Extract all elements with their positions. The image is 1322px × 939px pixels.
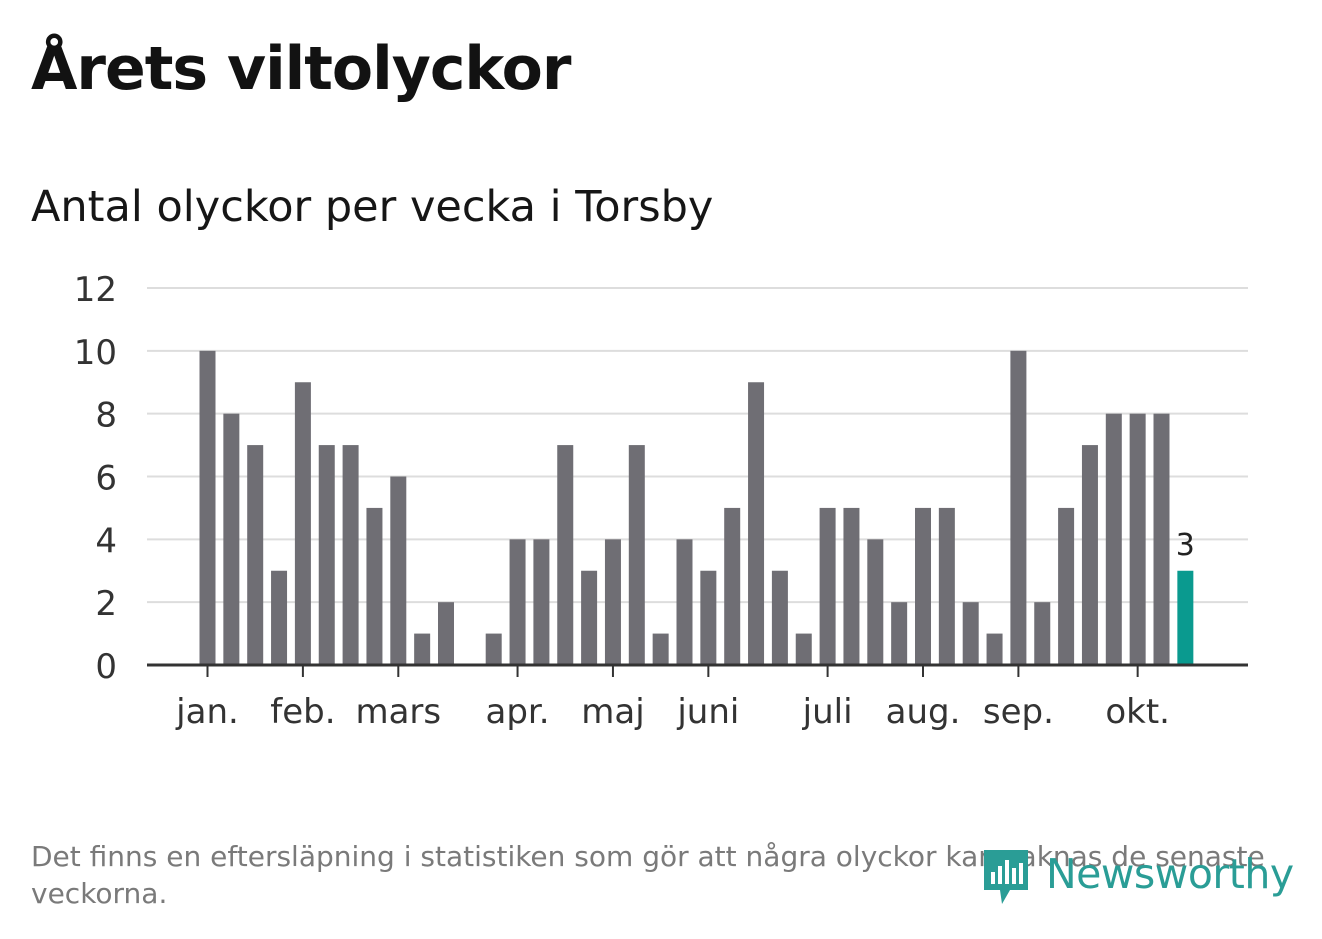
bar bbox=[485, 633, 502, 665]
x-tick-label: apr. bbox=[486, 692, 550, 732]
bar bbox=[1153, 413, 1170, 665]
bar bbox=[438, 602, 454, 665]
bar bbox=[628, 445, 645, 665]
bar bbox=[819, 507, 836, 665]
x-tick-label: aug. bbox=[886, 692, 961, 732]
bar bbox=[1081, 445, 1098, 665]
bar bbox=[1105, 413, 1122, 665]
bar bbox=[748, 382, 765, 665]
bar bbox=[294, 382, 311, 665]
x-tick-label: feb. bbox=[270, 692, 335, 732]
bar bbox=[199, 350, 216, 665]
newsworthy-logo-text: Newsworthy bbox=[1046, 850, 1294, 898]
bar bbox=[771, 570, 788, 665]
bar bbox=[414, 633, 431, 665]
bar bbox=[1129, 413, 1146, 665]
bar bbox=[652, 633, 669, 665]
bar bbox=[891, 602, 908, 665]
x-tick-label: juli bbox=[802, 692, 853, 732]
bar bbox=[1058, 507, 1075, 665]
bar bbox=[342, 445, 359, 665]
bar bbox=[223, 413, 240, 665]
chart-title: Årets viltolyckor bbox=[31, 34, 571, 104]
x-tick-label: juni bbox=[676, 692, 739, 732]
bar bbox=[247, 445, 264, 665]
highlight-bar bbox=[1177, 570, 1194, 665]
y-tick-label: 12 bbox=[74, 270, 117, 310]
bar bbox=[1010, 350, 1027, 665]
bar bbox=[843, 507, 860, 665]
bar bbox=[867, 539, 884, 665]
x-tick-label: mars bbox=[355, 692, 441, 732]
newsworthy-logo: Newsworthy bbox=[980, 846, 1300, 912]
data-label: 3 bbox=[1176, 528, 1195, 563]
x-tick-label: sep. bbox=[983, 692, 1054, 732]
bar bbox=[724, 507, 741, 665]
bar bbox=[676, 539, 693, 665]
bar bbox=[318, 445, 335, 665]
bar bbox=[700, 570, 717, 665]
bar-chart: 0 2 4 6 8 10 12 3 jan. feb. mars apr. maj juni juli aug… bbox=[74, 270, 1248, 732]
y-tick-label: 4 bbox=[95, 521, 117, 561]
footnote: Det finns en eftersläpning i statistiken… bbox=[31, 840, 1265, 910]
bar bbox=[962, 602, 979, 665]
x-tick-label: jan. bbox=[175, 692, 239, 732]
bar bbox=[390, 476, 407, 665]
bar bbox=[533, 539, 550, 665]
y-tick-label: 8 bbox=[95, 396, 117, 436]
bar bbox=[581, 570, 598, 665]
bar bbox=[557, 445, 574, 665]
y-tick-label: 0 bbox=[95, 647, 117, 687]
bar bbox=[366, 507, 383, 665]
newsworthy-bar-chart-icon bbox=[984, 850, 1028, 904]
chart-subtitle: Antal olyckor per vecka i Torsby bbox=[31, 182, 714, 232]
y-tick-label: 2 bbox=[95, 584, 117, 624]
bar bbox=[795, 633, 812, 665]
x-tick-label: maj bbox=[581, 692, 644, 732]
y-tick-label: 10 bbox=[74, 333, 117, 373]
bar bbox=[509, 539, 526, 665]
bar bbox=[915, 507, 931, 665]
y-tick-label: 6 bbox=[95, 459, 117, 499]
x-tick-label: okt. bbox=[1105, 692, 1170, 732]
bar bbox=[271, 570, 288, 665]
bar bbox=[1034, 602, 1051, 665]
bar bbox=[986, 633, 1003, 665]
bar bbox=[938, 507, 955, 665]
bar bbox=[604, 539, 621, 665]
